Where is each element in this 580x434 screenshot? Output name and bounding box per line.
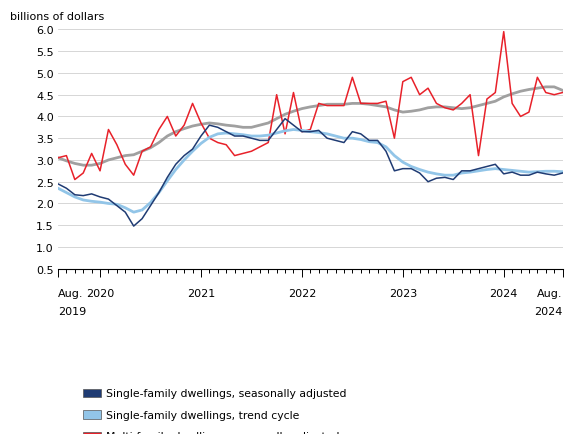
Text: 2023: 2023: [389, 288, 417, 298]
Bar: [84, 432, 101, 434]
Bar: [84, 389, 101, 398]
Text: Aug.: Aug.: [58, 288, 84, 298]
Text: Single-family dwellings, seasonally adjusted: Single-family dwellings, seasonally adju…: [106, 388, 346, 398]
Bar: [84, 411, 101, 419]
Text: Aug.: Aug.: [537, 288, 563, 298]
Text: Multi-family dwellings, seasonally adjusted: Multi-family dwellings, seasonally adjus…: [106, 431, 339, 434]
Text: 2022: 2022: [288, 288, 316, 298]
Text: 2020: 2020: [86, 288, 114, 298]
Text: 2021: 2021: [187, 288, 215, 298]
Text: 2024: 2024: [490, 288, 518, 298]
Text: 2024: 2024: [534, 306, 563, 316]
Text: 2019: 2019: [58, 306, 86, 316]
Text: Single-family dwellings, trend cycle: Single-family dwellings, trend cycle: [106, 410, 299, 420]
Text: billions of dollars: billions of dollars: [10, 12, 104, 22]
